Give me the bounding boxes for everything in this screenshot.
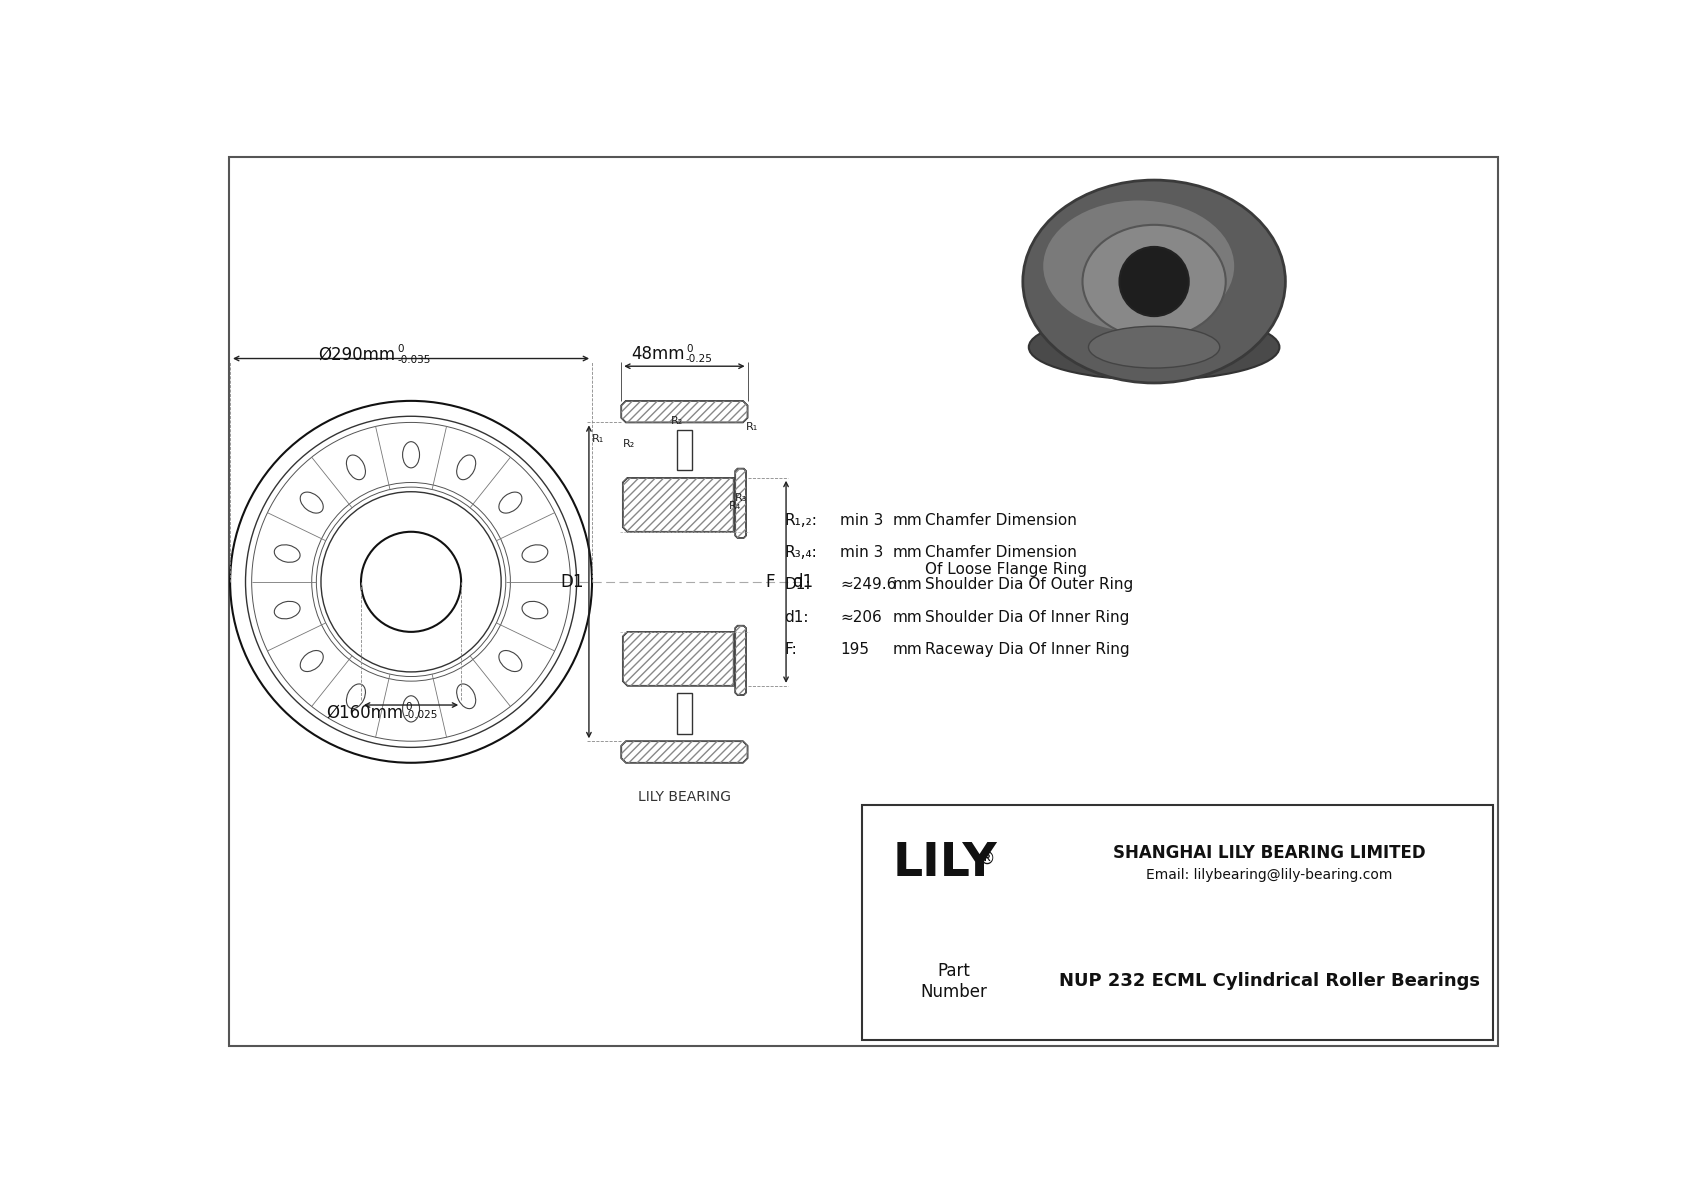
- Text: -0.25: -0.25: [685, 354, 712, 363]
- Ellipse shape: [1022, 180, 1285, 384]
- Text: R₁: R₁: [593, 434, 605, 444]
- Text: R₃,₄:: R₃,₄:: [785, 545, 817, 560]
- Ellipse shape: [1088, 326, 1219, 368]
- Text: Ø160mm: Ø160mm: [327, 704, 404, 722]
- Text: D1: D1: [561, 573, 584, 591]
- Text: Shoulder Dia Of Outer Ring: Shoulder Dia Of Outer Ring: [925, 578, 1133, 592]
- Polygon shape: [736, 468, 746, 538]
- Text: Chamfer Dimension: Chamfer Dimension: [925, 512, 1076, 528]
- Text: Shoulder Dia Of Inner Ring: Shoulder Dia Of Inner Ring: [925, 610, 1128, 625]
- Text: ≈206: ≈206: [840, 610, 882, 625]
- Text: mm: mm: [893, 642, 923, 657]
- Polygon shape: [623, 632, 734, 686]
- Polygon shape: [736, 625, 746, 696]
- Text: mm: mm: [893, 578, 923, 592]
- Ellipse shape: [1029, 314, 1280, 380]
- Text: min 3: min 3: [840, 545, 884, 560]
- Text: Email: lilybearing@lily-bearing.com: Email: lilybearing@lily-bearing.com: [1147, 867, 1393, 881]
- Text: R₄: R₄: [729, 501, 741, 511]
- Polygon shape: [621, 741, 748, 762]
- Text: ®: ®: [978, 850, 995, 868]
- Bar: [862, 805, 1494, 1040]
- Text: D1:: D1:: [785, 578, 812, 592]
- Polygon shape: [623, 478, 734, 531]
- Text: F:: F:: [785, 642, 797, 657]
- Text: ≈249.6: ≈249.6: [840, 578, 896, 592]
- Text: R₂: R₂: [670, 417, 682, 426]
- Text: mm: mm: [893, 610, 923, 625]
- Text: LILY BEARING: LILY BEARING: [638, 790, 731, 804]
- Text: -0.035: -0.035: [397, 355, 431, 366]
- Text: mm: mm: [893, 512, 923, 528]
- Bar: [677, 693, 692, 734]
- Text: 195: 195: [840, 642, 869, 657]
- Text: Raceway Dia Of Inner Ring: Raceway Dia Of Inner Ring: [925, 642, 1130, 657]
- Text: mm: mm: [893, 545, 923, 560]
- Text: min 3: min 3: [840, 512, 884, 528]
- Text: SHANGHAI LILY BEARING LIMITED: SHANGHAI LILY BEARING LIMITED: [1113, 844, 1426, 862]
- Ellipse shape: [1083, 225, 1226, 338]
- Text: 0: 0: [685, 344, 692, 354]
- Text: d1: d1: [791, 573, 813, 591]
- Text: -0.025: -0.025: [404, 710, 438, 721]
- Text: 0: 0: [397, 344, 404, 354]
- Text: 48mm: 48mm: [632, 345, 684, 363]
- Circle shape: [1120, 247, 1189, 316]
- Polygon shape: [621, 401, 748, 423]
- Text: Ø290mm: Ø290mm: [318, 345, 396, 363]
- Ellipse shape: [1042, 200, 1234, 332]
- Text: R₂: R₂: [623, 439, 635, 449]
- Text: 0: 0: [404, 703, 411, 712]
- Text: d1:: d1:: [785, 610, 808, 625]
- Text: R₃: R₃: [736, 493, 748, 504]
- Text: Part
Number: Part Number: [921, 962, 987, 1000]
- Text: Of Loose Flange Ring: Of Loose Flange Ring: [925, 562, 1086, 576]
- Text: R₁,₂:: R₁,₂:: [785, 512, 817, 528]
- Text: NUP 232 ECML Cylindrical Roller Bearings: NUP 232 ECML Cylindrical Roller Bearings: [1059, 972, 1480, 990]
- Text: F: F: [766, 573, 775, 591]
- Text: LILY: LILY: [893, 841, 997, 886]
- Text: R₁: R₁: [746, 423, 758, 432]
- Text: Chamfer Dimension: Chamfer Dimension: [925, 545, 1076, 560]
- Bar: [677, 430, 692, 470]
